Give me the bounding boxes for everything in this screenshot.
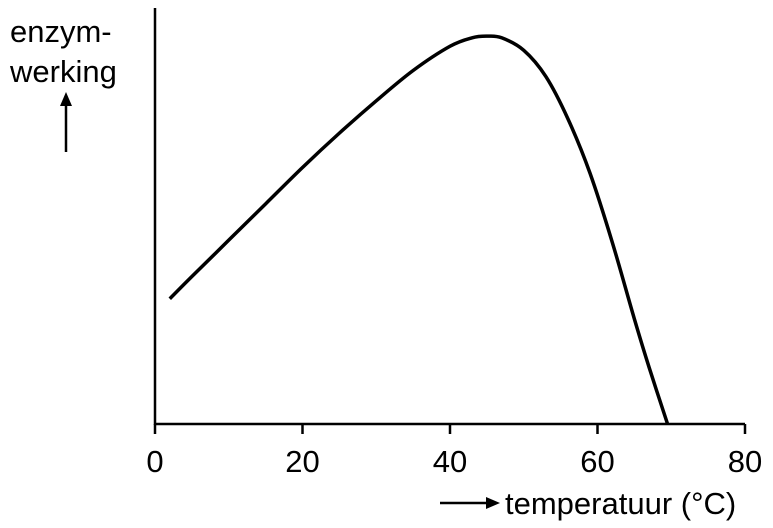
y-axis-title-line-1: enzym- [10, 14, 112, 49]
axes [153, 8, 745, 426]
x-tick-label: 80 [728, 444, 762, 479]
x-tick-labels: 0 20 40 60 80 [146, 444, 762, 479]
x-tick-label: 20 [285, 444, 319, 479]
enzyme-activity-curve [168, 34, 670, 425]
x-tick-label: 0 [146, 444, 163, 479]
y-axis-arrow-icon [60, 92, 72, 152]
y-axis-title-line-2: werking [9, 54, 117, 89]
x-ticks [153, 424, 747, 434]
x-tick-label: 60 [580, 444, 614, 479]
x-axis-arrow-icon [440, 497, 500, 509]
x-tick-label: 40 [433, 444, 467, 479]
x-axis-title: temperatuur (°C) [505, 486, 736, 521]
